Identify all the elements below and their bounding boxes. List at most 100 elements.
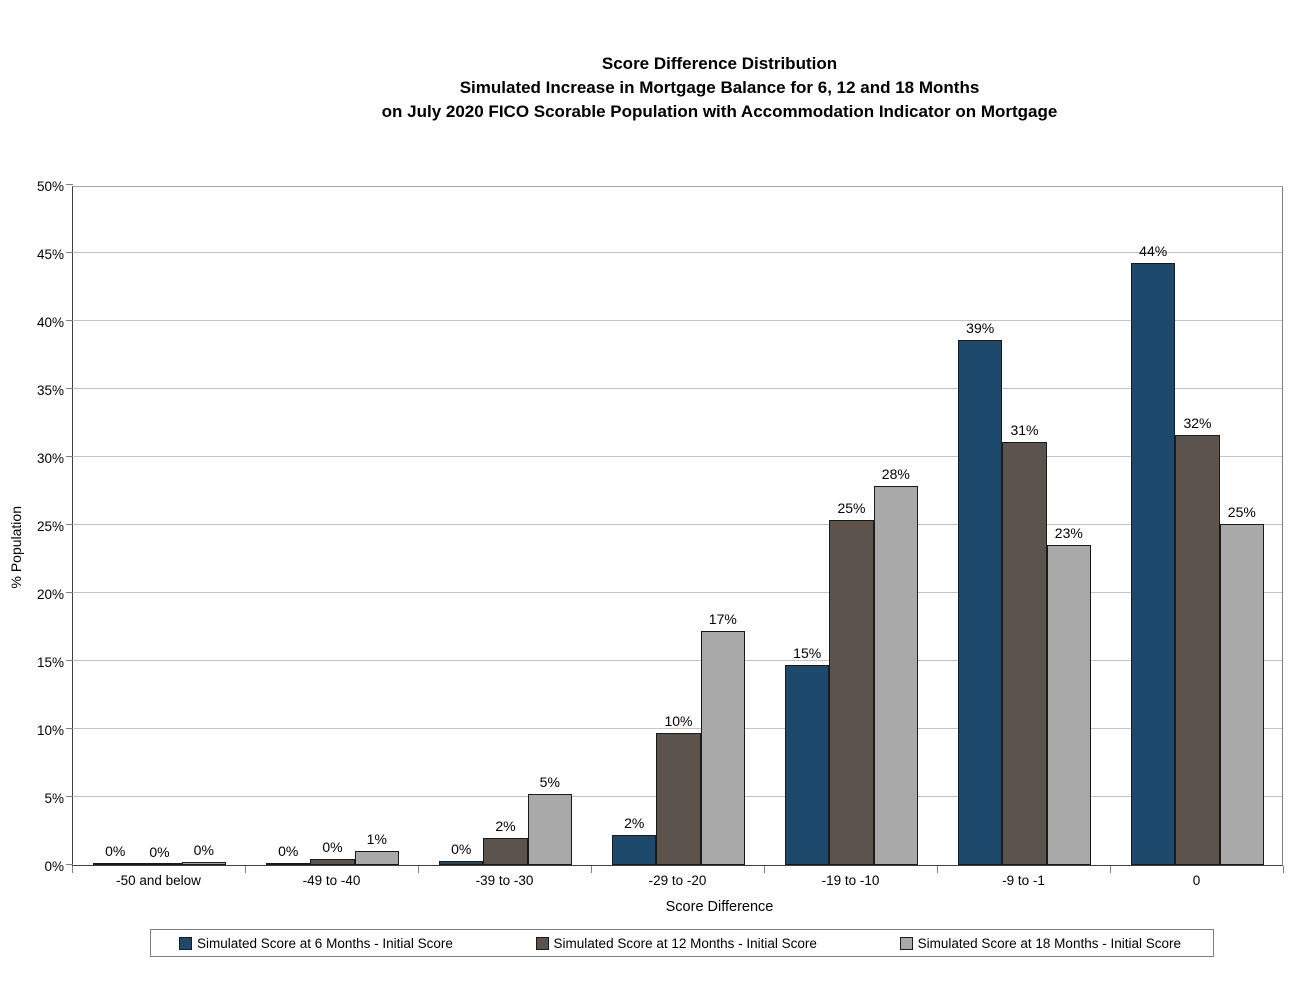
bar-value-label: 2% — [624, 815, 645, 832]
y-tick-label: 40% — [36, 315, 64, 330]
bar-value-label: 25% — [1227, 503, 1256, 520]
bar-value-label: 44% — [1139, 242, 1168, 259]
y-tick-label: 45% — [36, 247, 64, 262]
bar-value-label: 17% — [708, 611, 737, 628]
bar — [1046, 545, 1091, 865]
bar-value-label: 23% — [1054, 525, 1083, 542]
legend-entry-12-months: Simulated Score at 12 Months - Initial S… — [535, 935, 817, 951]
x-tick-label: -9 to -1 — [1002, 873, 1045, 888]
x-axis-tick — [763, 866, 765, 873]
legend-label-18-months: Simulated Score at 18 Months - Initial S… — [917, 935, 1181, 951]
bar-value-label: 0% — [451, 840, 472, 857]
bar — [181, 862, 226, 865]
y-tick-label: 30% — [36, 451, 64, 466]
bar — [1219, 523, 1264, 865]
x-axis-tick — [417, 866, 419, 873]
bar-value-label: 0% — [149, 843, 170, 860]
legend-label-12-months: Simulated Score at 12 Months - Initial S… — [553, 935, 817, 951]
x-tick-label: -50 and below — [116, 873, 201, 888]
bar — [483, 838, 528, 865]
x-axis-title: Score Difference — [665, 899, 774, 915]
bar-value-label: 2% — [495, 818, 516, 835]
bar — [829, 519, 874, 865]
y-axis-tick — [66, 796, 73, 797]
x-axis-tick — [936, 866, 938, 873]
legend-swatch-12-months-icon — [535, 936, 549, 950]
y-axis-tick — [66, 592, 73, 593]
bar-value-label: 32% — [1183, 415, 1212, 432]
gridline — [73, 252, 1282, 253]
y-axis-tick — [66, 728, 73, 729]
legend-entry-6-months: Simulated Score at 6 Months - Initial Sc… — [179, 936, 453, 951]
bar — [137, 863, 182, 865]
bar-value-label: 28% — [881, 465, 910, 482]
gridline — [73, 592, 1282, 593]
y-axis-tick — [66, 660, 73, 661]
x-axis-tick — [244, 866, 246, 873]
gridline — [73, 388, 1282, 389]
chart-title: Score Difference Distribution Simulated … — [135, 52, 1304, 124]
y-axis-tick — [66, 320, 73, 321]
x-axis-tick — [71, 866, 73, 873]
bar — [958, 340, 1003, 865]
bar — [527, 794, 572, 865]
bar — [439, 860, 484, 865]
bar — [873, 485, 918, 865]
x-tick-label: -29 to -20 — [648, 873, 707, 888]
x-tick-label: -19 to -10 — [821, 873, 880, 888]
plot-area: 0% 0% 0% 0% 0% 1% 0% 2% 5% 2% 10% 17% 15% 25% 28% 39% 31… — [66, 184, 1283, 866]
y-tick-label: 35% — [36, 383, 64, 398]
chart-title-line-2: Simulated Increase in Mortgage Balance f… — [459, 78, 980, 97]
gridline — [73, 660, 1282, 661]
x-axis: -50 and below -49 to -40 -39 to -30 -29 to … — [71, 866, 1284, 896]
y-axis-tick — [66, 388, 73, 389]
bar — [310, 858, 355, 865]
chart-title-line-3: on July 2020 FICO Scorable Population wi… — [381, 102, 1058, 121]
legend-swatch-6-months-icon — [179, 936, 192, 950]
y-tick-label: 50% — [36, 179, 64, 194]
x-axis-tick — [1109, 866, 1111, 873]
bar — [785, 665, 830, 865]
bar-value-label: 0% — [193, 842, 214, 859]
x-tick-label: -39 to -30 — [475, 873, 534, 888]
gridline — [73, 320, 1282, 321]
bar-value-label: 0% — [105, 842, 126, 859]
bar — [1002, 442, 1047, 865]
y-tick-label: 10% — [36, 723, 64, 738]
bar — [700, 631, 745, 865]
y-tick-label: 25% — [36, 519, 64, 534]
legend-entry-18-months: Simulated Score at 18 Months - Initial S… — [899, 935, 1181, 951]
y-axis-tick — [66, 524, 73, 525]
x-axis-tick — [590, 866, 592, 873]
chart-title-line-1: Score Difference Distribution — [601, 54, 838, 73]
bar-value-label: 25% — [837, 499, 866, 516]
bar — [1175, 435, 1220, 865]
y-tick-label: 15% — [36, 655, 64, 670]
legend: Simulated Score at 6 Months - Initial Sc… — [150, 929, 1214, 957]
bar-value-label: 15% — [793, 645, 822, 662]
bar-value-label: 31% — [1010, 422, 1039, 439]
y-axis-tick — [66, 456, 73, 457]
gridline — [73, 728, 1282, 729]
y-tick-label: 20% — [36, 587, 64, 602]
gridline — [73, 456, 1282, 457]
bar — [656, 733, 701, 865]
bar — [266, 862, 311, 865]
x-tick-label: 0 — [1192, 873, 1201, 888]
legend-label-6-months: Simulated Score at 6 Months - Initial Sc… — [197, 935, 453, 951]
y-axis: 0% 5% 10% 15% 20% 25% 30% 35% 40% 45% 50% — [0, 179, 64, 874]
gridline — [73, 524, 1282, 525]
x-axis-tick — [1282, 866, 1284, 873]
bar-value-label: 0% — [278, 842, 299, 859]
bar-value-label: 5% — [539, 774, 560, 791]
y-tick-label: 5% — [44, 791, 64, 806]
bar — [1131, 262, 1176, 865]
y-axis-tick — [66, 252, 73, 253]
y-axis-tick — [66, 864, 73, 865]
bar — [93, 862, 138, 865]
bar-value-label: 0% — [322, 838, 343, 855]
bar — [354, 850, 399, 865]
legend-swatch-18-months-icon — [899, 936, 913, 950]
y-tick-label: 0% — [44, 859, 64, 874]
